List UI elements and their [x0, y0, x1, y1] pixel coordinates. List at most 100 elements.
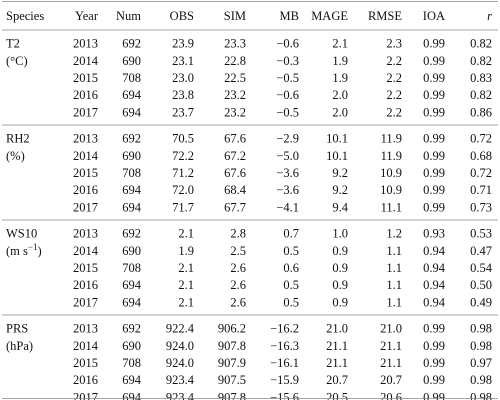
- column-header: MB: [280, 9, 299, 23]
- cell: 694: [122, 200, 142, 214]
- cell: 0.7: [283, 227, 299, 241]
- cell: 23.3: [224, 37, 246, 51]
- column-header: Num: [116, 9, 141, 23]
- cell: 922.4: [166, 322, 195, 336]
- cell: 11.9: [381, 149, 402, 163]
- cell: 23.1: [172, 54, 194, 68]
- cell: 0.9: [332, 261, 348, 275]
- cell: 9.2: [332, 166, 348, 180]
- cell: 0.54: [470, 261, 493, 275]
- cell: 0.82: [470, 54, 492, 68]
- cell: −15.6: [270, 390, 299, 400]
- cell: 2.1: [178, 295, 194, 309]
- cell: 11.9: [381, 132, 402, 146]
- cell: 67.6: [224, 132, 246, 146]
- cell: 23.2: [224, 105, 246, 119]
- cell: 0.99: [423, 183, 445, 197]
- cell: 0.86: [470, 105, 492, 119]
- cell: 0.68: [470, 149, 492, 163]
- column-header: OBS: [170, 9, 194, 23]
- cell: 0.47: [470, 244, 492, 258]
- cell: 2.5: [230, 244, 246, 258]
- cell: 23.9: [172, 37, 194, 51]
- cell: 2017: [73, 105, 98, 119]
- cell: 0.72: [470, 166, 492, 180]
- cell: 0.6: [283, 261, 299, 275]
- column-header: IOA: [423, 9, 445, 23]
- cell: 692: [122, 227, 141, 241]
- cell: 0.99: [423, 132, 445, 146]
- cell: −2.9: [276, 132, 299, 146]
- column-header: SIM: [224, 9, 246, 23]
- cell: −16.2: [270, 322, 299, 336]
- cell: 0.99: [423, 166, 445, 180]
- cell: 708: [122, 261, 141, 275]
- cell: 694: [122, 390, 142, 400]
- cell: 1.1: [386, 261, 402, 275]
- column-header: Species: [6, 9, 44, 23]
- cell: 0.99: [423, 356, 445, 370]
- cell: 694: [122, 278, 142, 292]
- cell: 2.2: [386, 105, 402, 119]
- cell: 692: [122, 322, 141, 336]
- cell: 0.99: [423, 390, 445, 400]
- cell: 21.0: [326, 322, 348, 336]
- cell: 694: [122, 373, 142, 387]
- cell: 0.93: [423, 227, 445, 241]
- cell: 0.99: [423, 105, 445, 119]
- cell: 2.2: [386, 88, 402, 102]
- cell: 2.1: [178, 278, 194, 292]
- column-header: RMSE: [368, 9, 402, 23]
- species-unit: (hPa): [6, 339, 33, 353]
- cell: 10.1: [326, 132, 348, 146]
- cell: 2016: [73, 183, 98, 197]
- cell: 20.7: [326, 373, 348, 387]
- cell: −5.0: [276, 149, 299, 163]
- cell: 0.97: [470, 356, 492, 370]
- cell: 0.82: [470, 37, 492, 51]
- cell: −0.6: [276, 37, 299, 51]
- cell: 11.1: [381, 200, 402, 214]
- cell: 1.2: [386, 227, 402, 241]
- cell: 907.8: [218, 390, 246, 400]
- cell: 0.94: [423, 261, 446, 275]
- cell: 0.94: [423, 244, 446, 258]
- cell: −16.3: [270, 339, 299, 353]
- cell: −0.5: [276, 71, 299, 85]
- column-header: Year: [75, 9, 99, 23]
- cell: 0.94: [423, 278, 446, 292]
- cell: 1.1: [386, 295, 402, 309]
- cell: 0.99: [423, 37, 445, 51]
- cell: 72.2: [172, 149, 194, 163]
- cell: 907.8: [218, 339, 246, 353]
- cell: 0.99: [423, 88, 445, 102]
- unit-part: ): [37, 244, 41, 258]
- cell: 694: [122, 183, 142, 197]
- cell: 2.2: [386, 71, 402, 85]
- cell: 0.9: [332, 244, 348, 258]
- cell: 906.2: [218, 322, 246, 336]
- cell: 0.98: [470, 390, 492, 400]
- cell: 68.4: [224, 183, 247, 197]
- cell: 708: [122, 71, 141, 85]
- cell: 923.4: [166, 373, 195, 387]
- cell: 2016: [73, 88, 98, 102]
- cell: 2014: [73, 339, 99, 353]
- cell: 0.50: [470, 278, 492, 292]
- cell: 21.1: [326, 339, 348, 353]
- cell: 20.6: [380, 390, 402, 400]
- cell: 2.0: [332, 88, 348, 102]
- species-unit: (%): [6, 149, 25, 163]
- cell: 2014: [73, 54, 99, 68]
- cell: 0.71: [470, 183, 492, 197]
- cell: 21.1: [380, 339, 402, 353]
- species-name: PRS: [6, 322, 28, 336]
- cell: −0.5: [276, 105, 299, 119]
- cell: 0.5: [283, 295, 299, 309]
- cell: 2.2: [386, 54, 402, 68]
- cell: 0.98: [470, 322, 492, 336]
- column-header: r: [487, 9, 492, 23]
- cell: 2017: [73, 295, 98, 309]
- cell: 692: [122, 132, 141, 146]
- species-unit: (m s−1): [6, 242, 42, 258]
